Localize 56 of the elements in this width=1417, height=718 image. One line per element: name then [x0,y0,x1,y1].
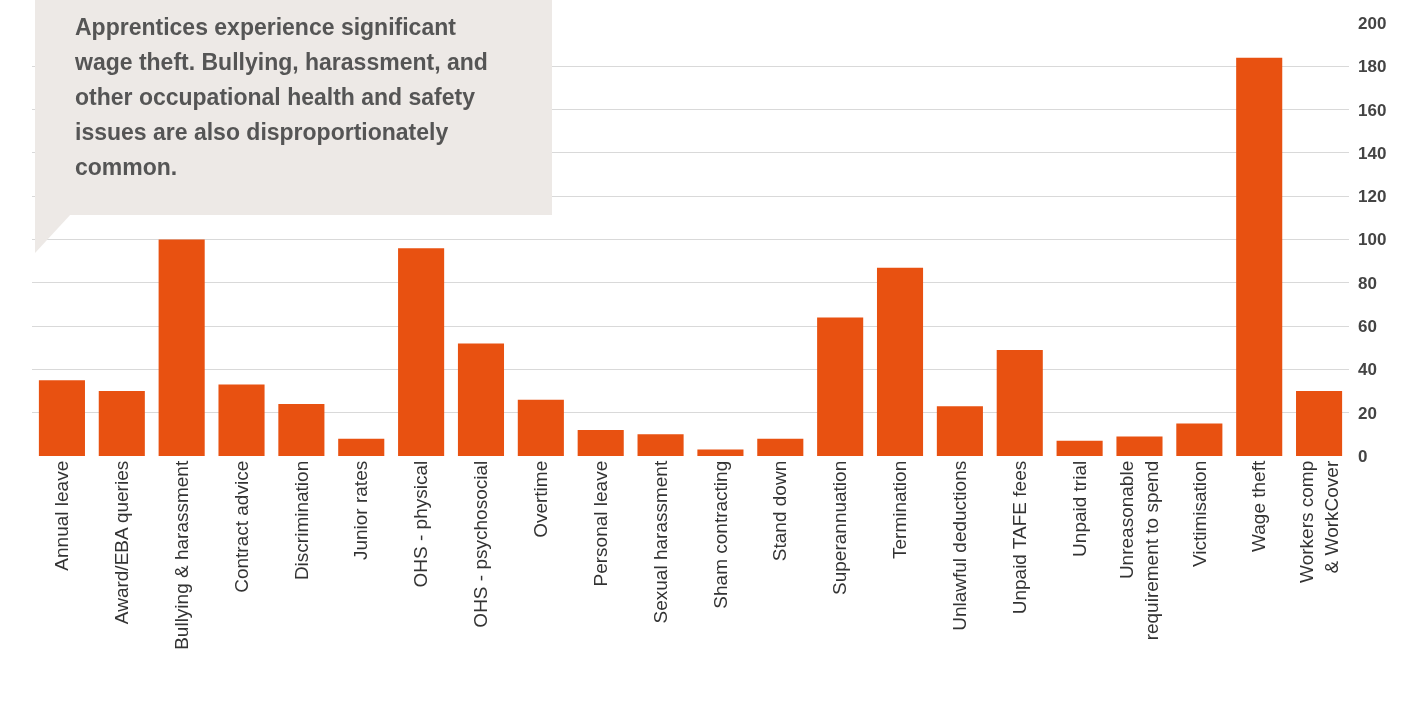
x-tick-label: Unlawful deductions [949,460,971,631]
bar [697,449,744,456]
x-tick-label: Bullying & harassment [170,460,192,650]
x-tick-label: Award/EBA queries [110,460,132,625]
x-tick-label: Superannuation [829,460,851,595]
bar [577,430,624,456]
x-tick-label: Contract advice [230,460,252,593]
bar [278,404,325,456]
bar [457,343,505,456]
x-tick-label: Discrimination [290,460,312,581]
bar [38,380,85,456]
bar [757,438,804,456]
y-tick-label: 100 [1358,230,1387,250]
x-tick-label: OHS - psychosocial [470,460,492,628]
y-tick-label: 20 [1358,403,1377,423]
y-tick-label: 60 [1358,317,1377,337]
bar [1056,440,1103,456]
x-tick-label: Sham contracting [709,460,731,609]
x-tick-label: Junior rates [350,460,372,561]
annotation: Apprentices experience significant wage theft. Bullying, harassment, and other occupational health and safety issues are also disproportionately common. [75,13,489,182]
bar [1236,57,1283,456]
bar [996,349,1043,456]
bar [98,391,145,456]
x-tick-label: OHS - physical [410,460,432,588]
bar [218,384,265,456]
bar [876,267,924,456]
x-tick-label: Sexual harassment [649,460,671,624]
x-tick-label: Annual leave [51,460,73,571]
bar [398,248,445,456]
bar [517,399,564,456]
x-tick-label: Wage theft [1248,460,1270,552]
y-tick-label: 160 [1358,100,1387,120]
x-tick-label: Termination [889,460,911,560]
y-tick-label: 40 [1358,360,1377,380]
x-tick-label: Stand down [769,460,791,562]
y-tick-label: 200 [1358,13,1387,33]
x-tick-label: Victimisation [1188,460,1210,568]
x-tick-label: Unpaid TAFE fees [1008,460,1030,615]
y-tick-label: 140 [1358,143,1387,163]
bar [1176,423,1223,456]
bar [1296,391,1343,456]
bar [338,438,385,456]
bar [1116,436,1163,456]
x-tick-label: Personal leave [589,460,611,587]
bar [158,239,205,456]
x-tick-label: Unpaid trial [1068,460,1090,557]
bar [936,406,983,456]
x-tick-label: Workers comp & WorkCover [1295,460,1342,583]
x-tick-label: Overtime [530,460,552,538]
y-tick-label: 180 [1358,57,1387,77]
bar [637,434,684,456]
y-tick-label: 0 [1358,446,1368,466]
bar [817,317,864,456]
x-tick-label: Unreasonable requirement to spend [1116,460,1163,641]
y-tick-label: 80 [1358,273,1377,293]
y-tick-label: 120 [1358,187,1387,207]
